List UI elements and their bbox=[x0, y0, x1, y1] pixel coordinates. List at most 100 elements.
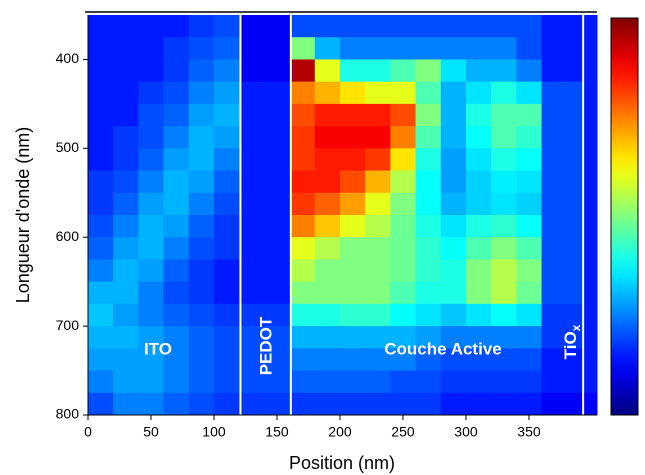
heat-cell bbox=[240, 370, 267, 394]
heat-cell bbox=[566, 348, 584, 372]
heat-cell bbox=[240, 126, 267, 149]
heat-cell bbox=[390, 348, 417, 372]
heat-cell bbox=[566, 370, 584, 394]
x-tick-label: 350 bbox=[517, 424, 541, 440]
heat-cell bbox=[188, 326, 215, 349]
heat-cell bbox=[491, 148, 517, 172]
heat-cell bbox=[265, 126, 292, 149]
heat-cell bbox=[213, 15, 241, 38]
heat-cell bbox=[339, 392, 366, 416]
x-tick-label: 150 bbox=[265, 424, 289, 440]
heat-cell bbox=[290, 81, 316, 105]
heat-cell bbox=[213, 37, 241, 60]
heat-cell bbox=[339, 170, 366, 194]
annotation: Couche Active bbox=[384, 339, 501, 358]
heat-cell bbox=[213, 148, 241, 172]
heat-cell bbox=[240, 59, 267, 83]
heat-cell bbox=[465, 392, 492, 416]
heat-cell bbox=[541, 281, 568, 305]
heat-cell bbox=[516, 15, 543, 38]
heat-cell bbox=[290, 303, 316, 327]
heat-cell bbox=[415, 15, 442, 38]
heat-cell bbox=[113, 348, 139, 372]
heat-cell bbox=[541, 59, 568, 83]
heat-cell bbox=[583, 126, 598, 149]
heat-cell bbox=[541, 148, 568, 172]
heat-cell bbox=[339, 81, 366, 105]
heat-cell bbox=[113, 215, 139, 238]
heat-cell bbox=[516, 370, 543, 394]
heat-cell bbox=[491, 126, 517, 149]
heat-cell bbox=[465, 59, 492, 83]
heat-cell bbox=[240, 192, 267, 216]
heat-cell bbox=[188, 215, 215, 238]
heat-cell bbox=[163, 126, 190, 149]
heat-cell bbox=[265, 103, 292, 127]
heat-cell bbox=[163, 370, 190, 394]
heat-cell bbox=[541, 192, 568, 216]
annotation: PEDOT bbox=[256, 316, 275, 375]
heat-cell bbox=[491, 103, 517, 127]
heat-cell bbox=[365, 348, 391, 372]
heat-cell bbox=[440, 237, 467, 260]
heat-cell bbox=[290, 15, 316, 38]
heat-cell bbox=[465, 37, 492, 60]
heat-cell bbox=[240, 259, 267, 283]
heat-cell bbox=[415, 348, 442, 372]
heat-cell bbox=[113, 103, 139, 127]
heat-cell bbox=[440, 259, 467, 283]
heat-cell bbox=[583, 281, 598, 305]
heat-cell bbox=[240, 392, 267, 416]
heat-cell bbox=[314, 37, 341, 60]
heat-cell bbox=[314, 15, 341, 38]
heat-cell bbox=[339, 148, 366, 172]
heat-cell bbox=[188, 303, 215, 327]
heat-cell bbox=[339, 59, 366, 83]
heat-cell bbox=[365, 15, 391, 38]
heat-cell bbox=[541, 348, 568, 372]
heat-cell bbox=[465, 303, 492, 327]
heat-cell bbox=[113, 281, 139, 305]
heat-cell bbox=[88, 37, 114, 60]
heat-cell bbox=[188, 15, 215, 38]
heat-cell bbox=[491, 370, 517, 394]
heat-cell bbox=[314, 126, 341, 149]
heat-cell bbox=[491, 59, 517, 83]
heat-cell bbox=[265, 259, 292, 283]
heat-cell bbox=[491, 348, 517, 372]
heat-cell bbox=[566, 326, 584, 349]
heat-cell bbox=[516, 103, 543, 127]
heat-cell bbox=[213, 348, 241, 372]
heat-cell bbox=[265, 170, 292, 194]
heat-cell bbox=[113, 192, 139, 216]
x-tick-label: 50 bbox=[143, 424, 159, 440]
heat-cell bbox=[113, 126, 139, 149]
heat-cell bbox=[113, 326, 139, 349]
heat-cell bbox=[583, 81, 598, 105]
heat-cell bbox=[339, 103, 366, 127]
heat-cell bbox=[113, 303, 139, 327]
heat-cell bbox=[390, 281, 417, 305]
heat-cell bbox=[440, 103, 467, 127]
heat-cell bbox=[88, 192, 114, 216]
heat-cell bbox=[314, 370, 341, 394]
heat-cell bbox=[415, 237, 442, 260]
heat-cell bbox=[583, 303, 598, 327]
heat-cell bbox=[541, 103, 568, 127]
heat-cell bbox=[365, 370, 391, 394]
heat-cell bbox=[390, 303, 417, 327]
heat-cell bbox=[163, 348, 190, 372]
heat-cell bbox=[516, 281, 543, 305]
heat-cell bbox=[541, 215, 568, 238]
heat-cell bbox=[163, 192, 190, 216]
heat-cell bbox=[213, 259, 241, 283]
heat-cell bbox=[339, 281, 366, 305]
heat-cell bbox=[440, 15, 467, 38]
heat-cell bbox=[583, 326, 598, 349]
heat-cell bbox=[314, 281, 341, 305]
heat-cell bbox=[465, 170, 492, 194]
heat-cell bbox=[583, 215, 598, 238]
heat-cell bbox=[339, 237, 366, 260]
heat-cell bbox=[583, 103, 598, 127]
heat-cell bbox=[213, 126, 241, 149]
